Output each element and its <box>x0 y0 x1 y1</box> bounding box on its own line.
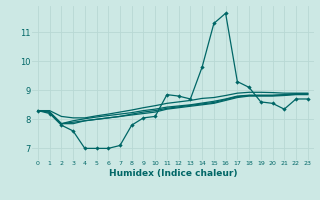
X-axis label: Humidex (Indice chaleur): Humidex (Indice chaleur) <box>108 169 237 178</box>
